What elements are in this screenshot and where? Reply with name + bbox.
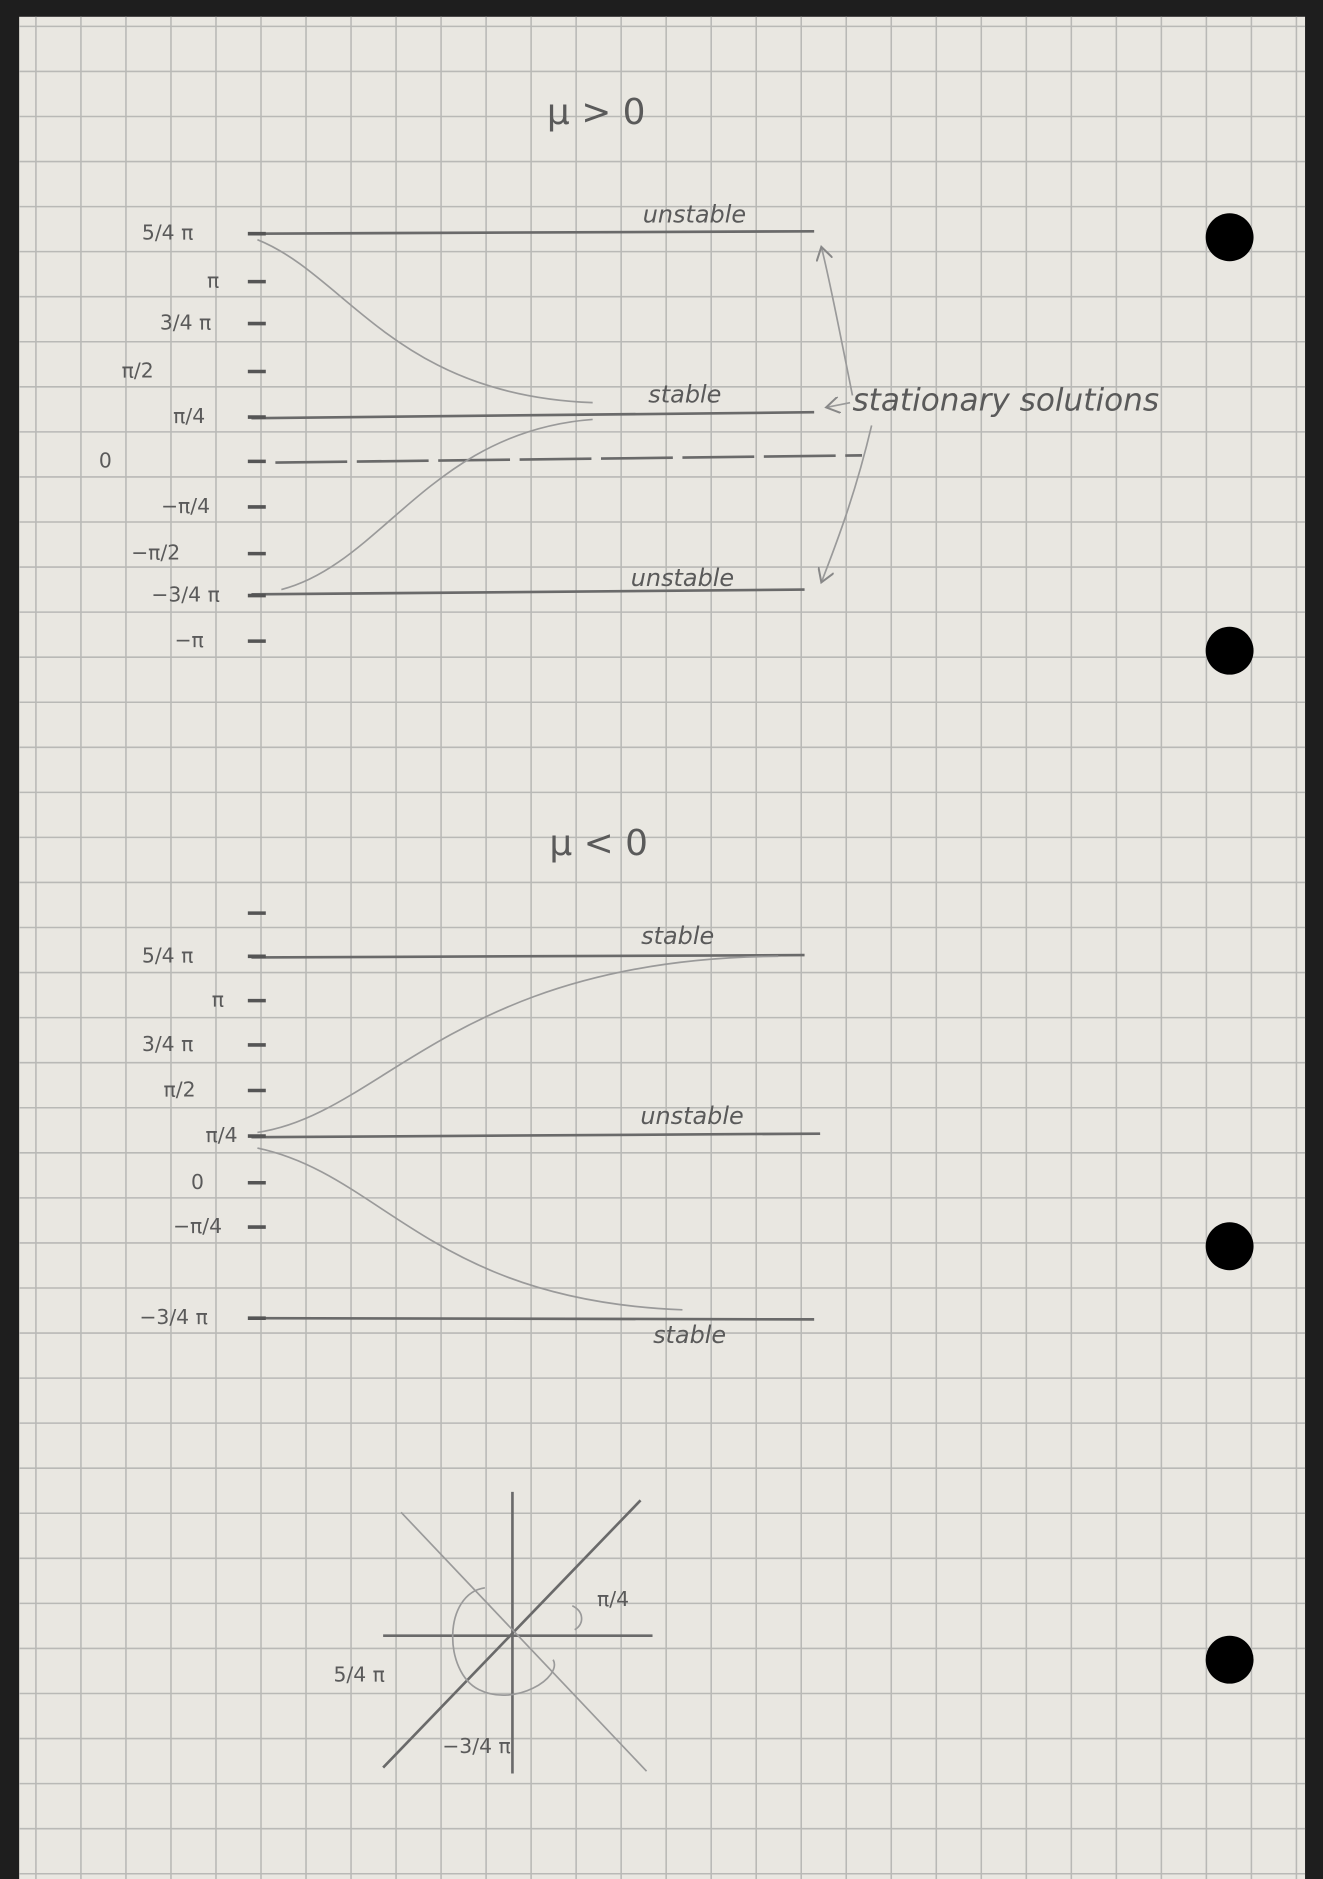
axis-label: π/2 — [164, 1077, 196, 1101]
binder-hole — [1206, 213, 1254, 261]
angle-label: 5/4 π — [333, 1662, 384, 1686]
angle-label: π/4 — [597, 1587, 629, 1611]
axis-label: −π/2 — [131, 541, 180, 565]
axis-label: 3/4 π — [142, 1032, 193, 1056]
axis-label: −π — [175, 628, 204, 652]
binder-hole — [1206, 1636, 1254, 1684]
axis-label: −3/4 π — [139, 1305, 208, 1329]
panel-title: μ > 0 — [547, 92, 646, 133]
axis-label: π — [207, 269, 219, 293]
angle-label: −3/4 π — [442, 1734, 511, 1758]
line-label: stable — [648, 380, 721, 408]
axis-label: 5/4 π — [142, 943, 193, 967]
line-label: stable — [641, 922, 714, 950]
axis-label: 0 — [99, 448, 112, 472]
page: Notebook page {"panels": [ {"title": "μ … — [0, 0, 1323, 1879]
axis-label: −3/4 π — [151, 583, 220, 607]
axis-label: 5/4 π — [142, 221, 193, 245]
line-label: unstable — [643, 201, 746, 229]
axis-label: −π/4 — [161, 494, 210, 518]
axis-label: 0 — [191, 1170, 204, 1194]
axis-label: π — [212, 988, 224, 1012]
line-label: unstable — [631, 564, 734, 592]
axis-label: 3/4 π — [160, 311, 211, 335]
annotation: stationary solutions — [852, 382, 1159, 418]
line-label: unstable — [640, 1102, 743, 1130]
axis-label: π/4 — [173, 404, 205, 428]
body: μ > 0 unstable stable unstable stationar… — [0, 0, 1323, 1879]
notebook-sheet: μ > 0 unstable stable unstable stationar… — [0, 0, 1323, 1879]
axis-label: π/2 — [122, 358, 154, 382]
binder-hole — [1206, 1222, 1254, 1270]
line-label: stable — [653, 1321, 726, 1349]
axis-label: −π/4 — [173, 1214, 222, 1238]
binder-hole — [1206, 627, 1254, 675]
axis-label: π/4 — [205, 1123, 237, 1147]
stationary-line — [251, 1318, 814, 1319]
panel-title: μ < 0 — [549, 823, 648, 864]
